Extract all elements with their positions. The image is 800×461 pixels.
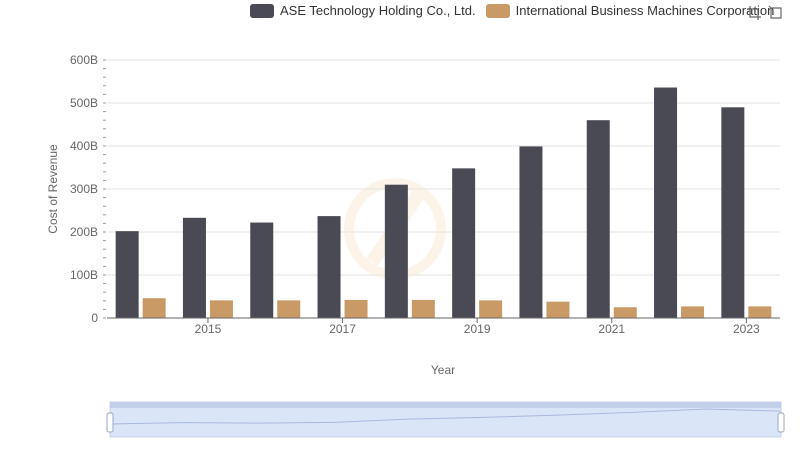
zoom-icon[interactable]	[746, 5, 762, 21]
bar-ase-2021[interactable]	[586, 120, 610, 318]
bar-ibm-2021[interactable]	[613, 307, 637, 318]
bar-ibm-2019[interactable]	[479, 300, 503, 318]
bar-ase-2017[interactable]	[317, 216, 341, 318]
bar-ase-2020[interactable]	[519, 146, 543, 318]
y-tick-label: 100B	[70, 268, 98, 282]
zoom-preview-line	[109, 408, 782, 425]
bar-ase-2018[interactable]	[384, 184, 408, 318]
toolbox	[746, 5, 784, 21]
bar-ibm-2017[interactable]	[344, 299, 368, 318]
y-tick-label: 300B	[70, 182, 98, 196]
legend-swatch-ibm	[485, 3, 510, 18]
bar-ibm-2020[interactable]	[546, 301, 570, 318]
legend: ASE Technology Holding Co., Ltd. Interna…	[250, 3, 784, 18]
bar-ibm-2015[interactable]	[209, 300, 233, 318]
y-tick-label: 200B	[70, 225, 98, 239]
y-tick-label: 500B	[70, 96, 98, 110]
bar-ibm-2018[interactable]	[411, 299, 435, 318]
legend-label-ase: ASE Technology Holding Co., Ltd.	[280, 3, 476, 18]
bar-ibm-2016[interactable]	[277, 300, 301, 318]
y-axis-tick-labels: 0 100B 200B 300B 400B 500B 600B	[70, 53, 98, 325]
bar-ibm-2023[interactable]	[748, 306, 772, 318]
bar-ase-2014[interactable]	[115, 231, 139, 318]
bar-ase-2023[interactable]	[721, 107, 745, 318]
restore-icon[interactable]	[768, 5, 784, 21]
bar-ase-2019[interactable]	[452, 168, 476, 318]
bar-ibm-2022[interactable]	[681, 306, 705, 318]
legend-item-ibm[interactable]: International Business Machines Corporat…	[485, 3, 775, 18]
x-tick-label: 2015	[195, 322, 222, 336]
y-tick-label: 600B	[70, 53, 98, 67]
zoom-top-bar[interactable]	[110, 402, 781, 408]
x-tick-label: 2023	[733, 322, 760, 336]
data-zoom-slider[interactable]	[106, 401, 785, 438]
legend-item-ase[interactable]: ASE Technology Holding Co., Ltd.	[250, 3, 476, 18]
y-tick-label: 400B	[70, 139, 98, 153]
bar-ase-2016[interactable]	[250, 222, 274, 318]
y-tick-label: 0	[91, 311, 98, 325]
y-axis-label: Cost of Revenue	[46, 144, 60, 234]
x-tick-label: 2017	[329, 322, 356, 336]
x-axis-label: Year	[431, 363, 455, 377]
y-axis-minor-ticks	[103, 59, 106, 319]
legend-label-ibm: International Business Machines Corporat…	[515, 3, 775, 18]
x-tick-label: 2019	[464, 322, 491, 336]
x-tick-label: 2021	[598, 322, 625, 336]
legend-swatch-ase	[250, 3, 274, 18]
zoom-handle-right[interactable]	[777, 412, 785, 433]
bars	[115, 87, 772, 319]
bar-ibm-2014[interactable]	[142, 298, 166, 318]
bar-ase-2015[interactable]	[182, 217, 206, 318]
x-axis: 2015 2017 2019 2021 2023	[107, 317, 780, 336]
zoom-handle-left[interactable]	[106, 412, 114, 433]
bar-ase-2022[interactable]	[654, 87, 678, 319]
